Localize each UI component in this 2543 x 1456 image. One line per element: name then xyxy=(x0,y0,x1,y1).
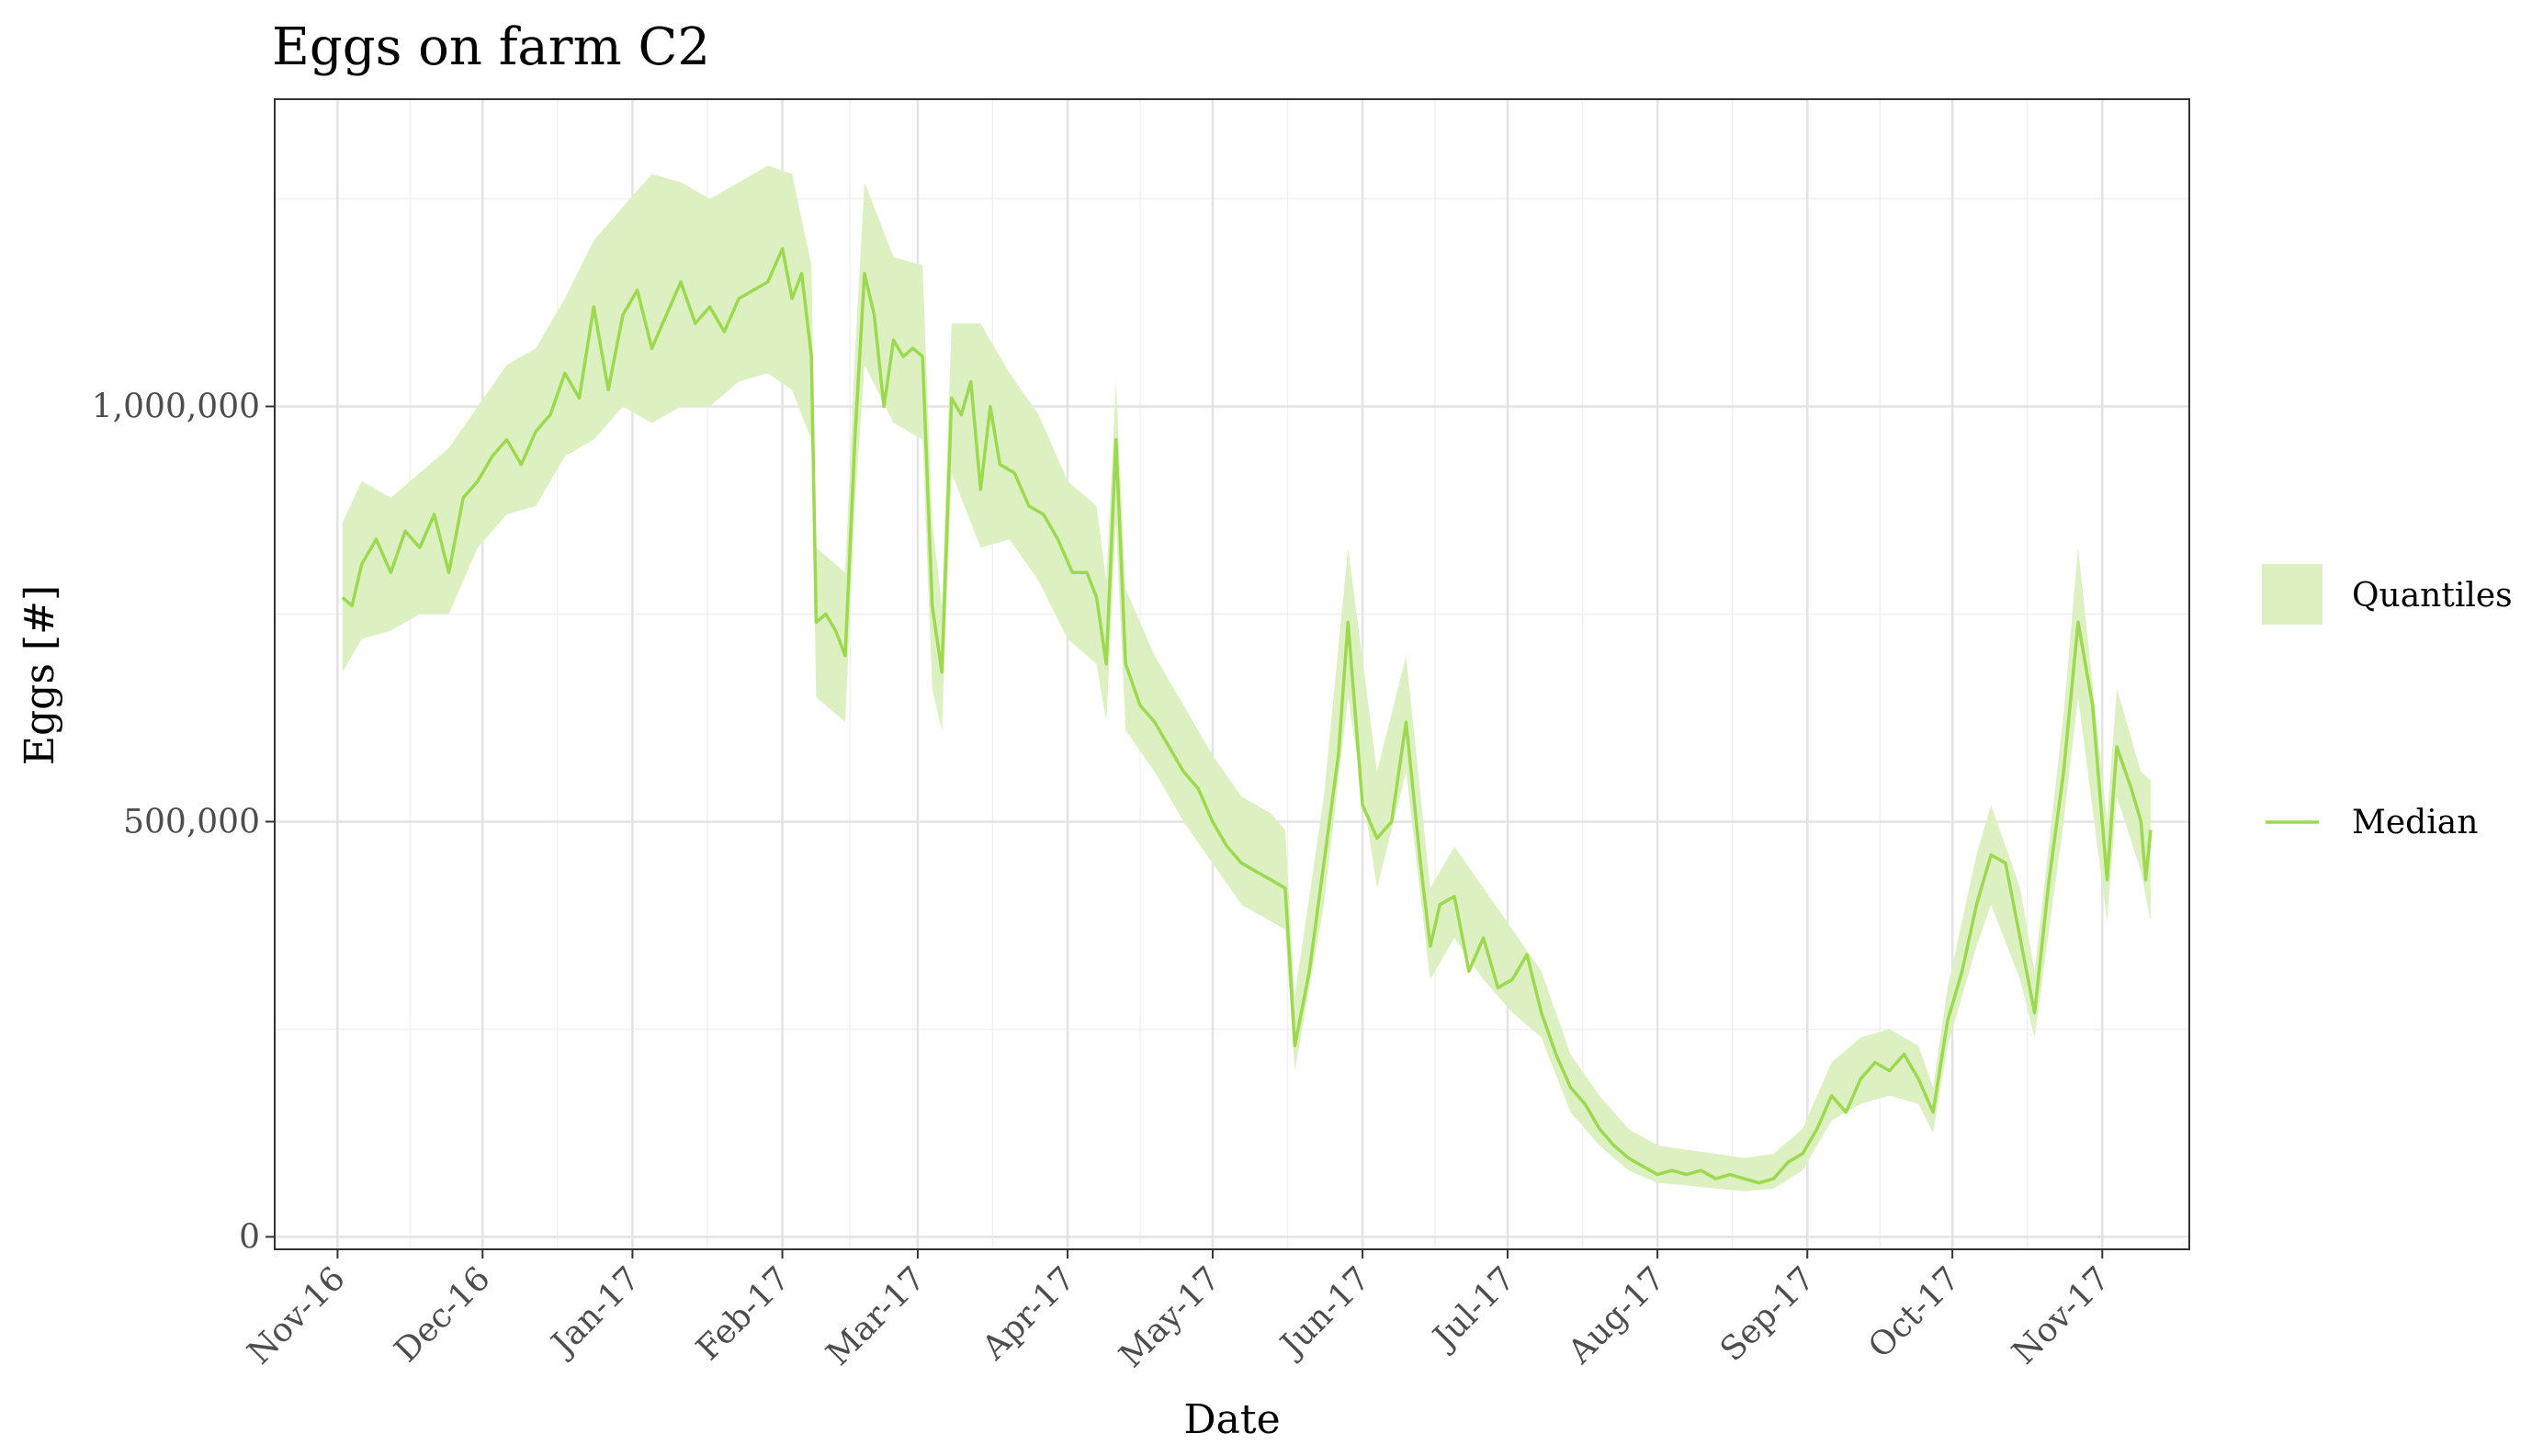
legend-label-quantiles: Quantiles xyxy=(2352,577,2513,615)
y-axis: 0 500,000 1,000,000 xyxy=(92,388,275,1256)
x-tick-label: Apr-17 xyxy=(975,1259,1083,1368)
chart-title: Eggs on farm C2 xyxy=(272,17,710,77)
x-tick-label: Jan-17 xyxy=(542,1259,648,1365)
x-tick-label: Aug-17 xyxy=(1561,1259,1673,1371)
y-tick-label: 0 xyxy=(239,1218,260,1256)
x-tick-label: Jul-17 xyxy=(1424,1259,1523,1359)
legend-label-median: Median xyxy=(2352,804,2478,841)
x-tick-label: Dec-16 xyxy=(388,1259,498,1370)
median-line xyxy=(341,246,2153,1185)
minor-grid-x xyxy=(409,99,2029,1249)
x-tick-label: Feb-17 xyxy=(689,1259,797,1368)
x-tick-label: Mar-17 xyxy=(819,1259,932,1372)
x-tick-label: Jun-17 xyxy=(1272,1259,1378,1366)
x-tick-label: May-17 xyxy=(1113,1259,1228,1375)
plot-border xyxy=(274,98,2190,1250)
legend: Quantiles Median xyxy=(2262,564,2513,841)
x-tick-label: Sep-17 xyxy=(1713,1259,1823,1369)
x-tick-label: Nov-16 xyxy=(241,1259,353,1371)
x-tick-label: Oct-17 xyxy=(1861,1259,1967,1365)
y-tick-label: 1,000,000 xyxy=(92,388,260,425)
x-tick-label: Nov-17 xyxy=(2006,1259,2118,1371)
x-axis-title: Date xyxy=(1183,1396,1280,1443)
y-tick-label: 500,000 xyxy=(123,803,260,841)
x-axis: Nov-16 Dec-16 Jan-17 Feb-17 Mar-17 Apr-17 May-… xyxy=(241,1249,2118,1375)
legend-key-quantiles xyxy=(2262,564,2323,625)
minor-grid-y xyxy=(275,198,2189,1031)
y-axis-title: Eggs [#] xyxy=(17,585,63,765)
